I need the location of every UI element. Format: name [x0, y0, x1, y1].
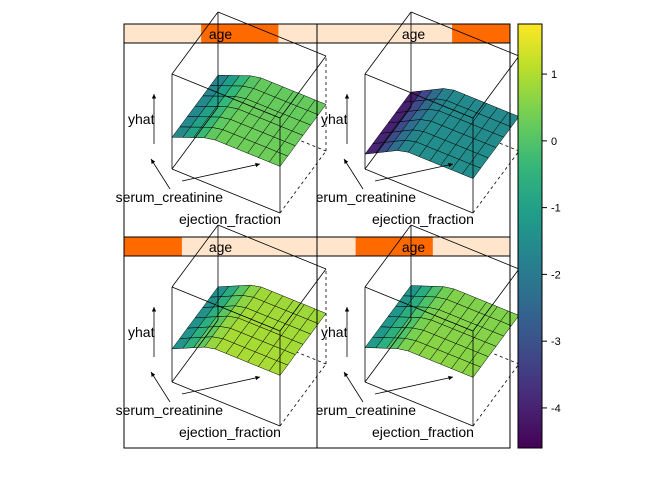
colorbar-gradient	[518, 24, 542, 448]
strip-label: age	[209, 26, 233, 42]
colorbar-tick-label: -3	[551, 336, 561, 348]
box-edge	[217, 11, 327, 57]
surface-facet	[461, 163, 482, 179]
strip-label: age	[402, 26, 426, 42]
box-edge	[171, 224, 219, 288]
panels-layer: age yhat ejection_fraction serum_creatinine…	[116, 11, 520, 449]
x-axis-arrow	[181, 163, 261, 182]
box-edge	[171, 286, 281, 332]
panel-border	[316, 236, 511, 449]
y-axis-label-clip: serum_creatinine	[116, 189, 224, 205]
box-edge	[171, 106, 219, 170]
colorbar-border	[517, 23, 543, 449]
surface-facet	[268, 151, 289, 167]
x-axis-label: ejection_fraction	[372, 211, 474, 227]
y-axis-arrow-head	[151, 159, 156, 164]
box-edge	[217, 224, 327, 270]
box-edge	[279, 268, 327, 332]
box-hidden-edge	[279, 363, 327, 427]
y-axis-arrow-head	[151, 372, 156, 377]
box-edge	[364, 319, 412, 383]
z-axis-arrow-head	[151, 94, 157, 99]
box-edge	[171, 381, 281, 427]
z-axis-arrow-head	[344, 94, 350, 99]
box-edge	[472, 55, 520, 119]
box-edge	[171, 168, 281, 214]
panel-plot-area: age yhat ejection_fraction	[317, 224, 520, 440]
box-edge	[364, 381, 474, 427]
y-axis-arrow	[343, 371, 364, 403]
y-axis-label: serum_creatinine	[309, 402, 417, 418]
box-hidden-edge	[472, 150, 520, 214]
box-hidden-edge	[472, 363, 520, 427]
surface-facet	[461, 362, 482, 378]
x-axis-label: ejection_fraction	[179, 211, 281, 227]
box-edge	[364, 11, 412, 75]
box-edge	[171, 319, 219, 383]
panel-plot-area: age yhat ejection_fraction	[317, 11, 520, 227]
box-edge	[364, 106, 412, 170]
panel-2: age yhat ejection_fraction serum_creatinine	[309, 11, 520, 227]
surface-facet	[268, 360, 289, 376]
colorbar-tick-label: 1	[551, 69, 557, 81]
y-axis-arrow	[150, 158, 171, 190]
panel-plot-area: age yhat ejection_fraction	[124, 224, 327, 440]
panel-1: age yhat ejection_fraction serum_creatinine	[116, 11, 327, 227]
box-edge	[410, 224, 520, 270]
z-axis-label: yhat	[128, 111, 155, 127]
colorbar-tick-label: -4	[551, 403, 561, 415]
strip-level-indicator	[124, 237, 182, 256]
y-axis-label-clip: serum_creatinine	[309, 402, 417, 418]
box-edge	[279, 55, 327, 119]
x-axis-arrow-head	[255, 375, 260, 381]
panel-4: age yhat ejection_fraction serum_creatinine	[309, 224, 520, 440]
panel-3: age yhat ejection_fraction serum_creatinine	[116, 224, 327, 440]
strip-level-indicator	[452, 24, 510, 43]
y-axis-arrow	[150, 371, 171, 403]
z-axis-arrow-head	[151, 307, 157, 312]
y-axis-arrow-head	[344, 372, 349, 377]
box-hidden-edge	[279, 150, 327, 214]
colorbar: 1 0 -1 -2 -3 -4	[517, 23, 561, 449]
y-axis-label-clip: serum_creatinine	[116, 402, 224, 418]
y-axis-label: serum_creatinine	[309, 189, 417, 205]
box-edge	[364, 286, 474, 332]
x-axis-arrow-head	[448, 162, 453, 168]
z-axis-label: yhat	[321, 324, 348, 340]
x-axis-arrow	[374, 163, 454, 182]
y-axis-label-clip: serum_creatinine	[309, 189, 417, 205]
x-axis-arrow	[181, 376, 261, 395]
box-edge	[364, 224, 412, 288]
strip-label: age	[209, 239, 233, 255]
z-axis-arrow-head	[344, 307, 350, 312]
box-edge	[171, 73, 281, 119]
z-axis-label: yhat	[321, 111, 348, 127]
colorbar-tick-label: -2	[551, 269, 561, 281]
box-edge	[364, 73, 474, 119]
strip-label: age	[402, 239, 426, 255]
x-axis-label: ejection_fraction	[179, 424, 281, 440]
y-axis-label: serum_creatinine	[116, 402, 224, 418]
colorbar-tick-label: 0	[551, 136, 557, 148]
y-axis-label: serum_creatinine	[116, 189, 224, 205]
x-axis-label: ejection_fraction	[372, 424, 474, 440]
z-axis-label: yhat	[128, 324, 155, 340]
y-axis-arrow	[343, 158, 364, 190]
strip-level-indicator	[355, 237, 433, 256]
box-edge	[410, 11, 520, 57]
y-axis-arrow-head	[344, 159, 349, 164]
box-edge	[472, 268, 520, 332]
colorbar-tick-label: -1	[551, 203, 561, 215]
box-edge	[171, 11, 219, 75]
x-axis-arrow	[374, 376, 454, 395]
x-axis-arrow-head	[448, 375, 453, 381]
x-axis-arrow-head	[255, 162, 260, 168]
box-edge	[364, 168, 474, 214]
panel-plot-area: age yhat ejection_fraction	[124, 11, 327, 227]
